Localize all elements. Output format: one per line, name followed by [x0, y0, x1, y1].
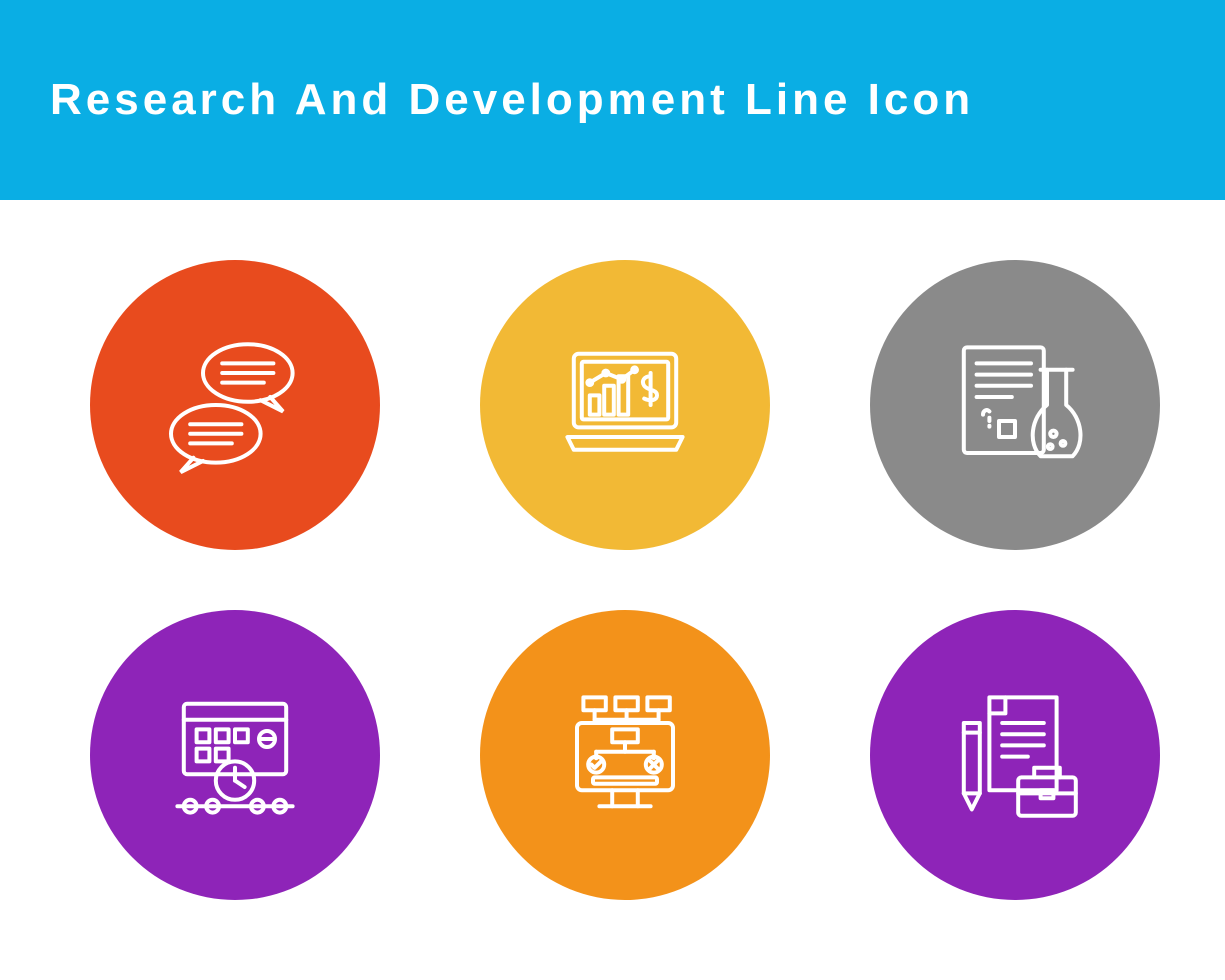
flowchart-monitor-icon: [545, 675, 705, 835]
laptop-analytics-icon: [545, 325, 705, 485]
icon-tile-analytics: [480, 260, 770, 550]
header-banner: Research And Development Line Icon: [0, 0, 1225, 200]
calendar-timeline-icon: [155, 675, 315, 835]
research-document-flask-icon: [935, 325, 1095, 485]
document-briefcase-icon: [935, 675, 1095, 835]
icon-tile-briefcase-doc: [870, 610, 1160, 900]
icon-tile-research-doc: [870, 260, 1160, 550]
chat-bubbles-icon: [155, 325, 315, 485]
page-title: Research And Development Line Icon: [50, 75, 974, 125]
icon-tile-schedule: [90, 610, 380, 900]
icon-tile-chat: [90, 260, 380, 550]
icon-tile-flowchart: [480, 610, 770, 900]
icon-grid: [0, 200, 1225, 960]
